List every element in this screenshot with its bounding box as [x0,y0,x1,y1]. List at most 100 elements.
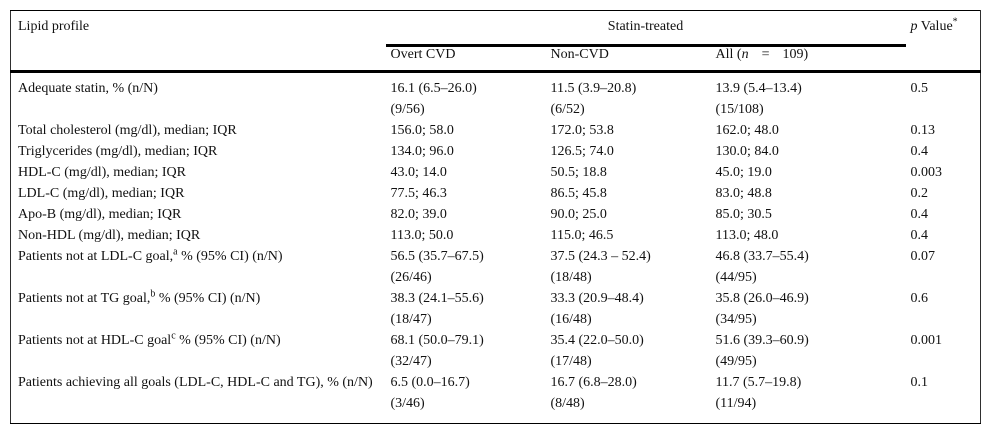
cell-line: 126.5; 74.0 [550,144,614,159]
lipid-label-cell: Patients not at LDL-C goal,a % (95% CI) … [11,246,386,288]
cell-line: (34/95) [715,312,757,327]
cell-line: 56.5 (35.7–67.5) [390,249,484,264]
column-header-lipid-profile: Lipid profile [10,10,386,73]
label-text: LDL-C (mg/dl), median; IQR [18,186,185,201]
p-value-cell: 0.001 [910,333,943,348]
table-body: Adequate statin, % (n/N) 16.1 (6.5–26.0) (… [11,72,981,424]
cell-line: 46.8 (33.7–55.4) [715,249,809,264]
cell-line: 162.0; 48.0 [715,123,779,138]
table-row: Adequate statin, % (n/N) 16.1 (6.5–26.0) (… [11,72,981,121]
lipid-label-cell: Total cholesterol (mg/dl), median; IQR [11,120,386,141]
column-header-overt-cvd: Overt CVD [385,45,546,73]
cell-line: 35.4 (22.0–50.0) [550,333,644,348]
cell-line: 115.0; 46.5 [550,228,614,243]
cell-line: (18/47) [390,312,432,327]
footnote-marker: a [173,246,178,258]
label-text: Non-HDL (mg/dl), median; IQR [18,228,201,243]
cell-line: (9/56) [390,102,425,117]
cell-line: 37.5 (24.3 – 52.4) [550,249,651,264]
table-row: Total cholesterol (mg/dl), median; IQR 15… [11,120,981,141]
all-cell: 13.9 (5.4–13.4) (15/108) [711,72,906,121]
p-value-cell: 0.4 [910,207,929,222]
cell-line: 13.9 (5.4–13.4) [715,81,802,96]
column-header-non-cvd: Non-CVD [545,45,711,73]
overt-cvd-cell: 38.3 (24.1–55.6) (18/47) [386,288,546,330]
non-cvd-cell: 126.5; 74.0 [546,141,711,162]
cell-line: 16.7 (6.8–28.0) [550,375,637,390]
lipid-label-cell: Adequate statin, % (n/N) [11,72,386,121]
cell-line: 113.0; 50.0 [390,228,454,243]
cell-line: (15/108) [715,102,764,117]
cell-line: (49/95) [715,354,757,369]
cell-line: 83.0; 48.8 [715,186,772,201]
label-text: % (95% CI) (n/N) [177,249,283,264]
non-cvd-cell: 90.0; 25.0 [546,204,711,225]
cell-line: (32/47) [390,354,432,369]
table-row: Apo-B (mg/dl), median; IQR 82.0; 39.0 90.0… [11,204,981,225]
p-value-letter: p [910,19,918,34]
overt-cvd-cell: 156.0; 58.0 [386,120,546,141]
lipid-label-cell: Patients not at TG goal,b % (95% CI) (n/… [11,288,386,330]
p-value-asterisk: * [952,16,958,28]
all-cell: 83.0; 48.8 [711,183,906,204]
cell-line: 90.0; 25.0 [550,207,607,222]
p-value-cell: 0.4 [910,144,929,159]
overt-cvd-cell: 16.1 (6.5–26.0) (9/56) [386,72,546,121]
cell-line: 156.0; 58.0 [390,123,454,138]
table-header: Lipid profile Statin-treated p Value* Ov… [10,10,981,73]
label-text: Apo-B (mg/dl), median; IQR [18,207,182,222]
header-row-top: Lipid profile Statin-treated p Value* [10,10,981,73]
p-value-word: Value [917,19,953,34]
table-row: Triglycerides (mg/dl), median; IQR 134.0;… [11,141,981,162]
all-cell: 11.7 (5.7–19.8) (11/94) [711,372,906,424]
cell-line: (8/48) [550,396,585,411]
cell-line: 172.0; 53.8 [550,123,614,138]
overt-cvd-cell: 6.5 (0.0–16.7) (3/46) [386,372,546,424]
cell-line: 16.1 (6.5–26.0) [390,81,477,96]
all-cell: 51.6 (39.3–60.9) (49/95) [711,330,906,372]
column-header-all-n: All (n = 109) [710,45,906,73]
all-cell: 130.0; 84.0 [711,141,906,162]
label-text: Patients not at LDL-C goal, [18,249,174,264]
label-text: Patients not at TG goal, [18,291,151,306]
label-text: HDL-C (mg/dl), median; IQR [18,165,186,180]
all-header-count: 109) [782,47,809,62]
non-cvd-cell: 37.5 (24.3 – 52.4) (18/48) [546,246,711,288]
cell-line: 6.5 (0.0–16.7) [390,375,470,390]
cell-line: 51.6 (39.3–60.9) [715,333,809,348]
label-text: Triglycerides (mg/dl), median; IQR [18,144,218,159]
non-cvd-cell: 11.5 (3.9–20.8) (6/52) [546,72,711,121]
cell-line: 86.5; 45.8 [550,186,607,201]
p-value-cell: 0.6 [910,291,929,306]
cell-line: (3/46) [390,396,425,411]
lipid-label-cell: Apo-B (mg/dl), median; IQR [11,204,386,225]
label-text: % (95% CI) (n/N) [155,291,261,306]
all-cell: 85.0; 30.5 [711,204,906,225]
non-cvd-cell: 33.3 (20.9–48.4) (16/48) [546,288,711,330]
overt-cvd-cell: 82.0; 39.0 [386,204,546,225]
label-text: Adequate statin, % (n/N) [18,81,158,96]
table-row: Patients achieving all goals (LDL-C, HDL… [11,372,981,424]
column-header-p-value: p Value* [905,10,981,73]
p-value-cell: 0.07 [910,249,936,264]
all-header-equals: = [761,47,770,62]
lipid-label-cell: Patients not at HDL-C goalc % (95% CI) (… [11,330,386,372]
non-cvd-cell: 86.5; 45.8 [546,183,711,204]
column-group-header-statin-treated: Statin-treated [385,10,906,47]
p-value-cell: 0.2 [910,186,929,201]
label-text: Patients not at HDL-C goal [18,333,172,348]
cell-line: (11/94) [715,396,757,411]
lipid-label-cell: Triglycerides (mg/dl), median; IQR [11,141,386,162]
cell-line: 130.0; 84.0 [715,144,779,159]
cell-line: (16/48) [550,312,592,327]
cell-line: 11.7 (5.7–19.8) [715,375,802,390]
overt-cvd-cell: 134.0; 96.0 [386,141,546,162]
table-row: HDL-C (mg/dl), median; IQR 43.0; 14.0 50.5… [11,162,981,183]
non-cvd-cell: 16.7 (6.8–28.0) (8/48) [546,372,711,424]
lipid-profile-table: Lipid profile Statin-treated p Value* Ov… [10,10,982,424]
lipid-label-cell: HDL-C (mg/dl), median; IQR [11,162,386,183]
non-cvd-cell: 172.0; 53.8 [546,120,711,141]
cell-line: (18/48) [550,270,592,285]
cell-line: 38.3 (24.1–55.6) [390,291,484,306]
all-header-n-italic: n [741,47,749,62]
